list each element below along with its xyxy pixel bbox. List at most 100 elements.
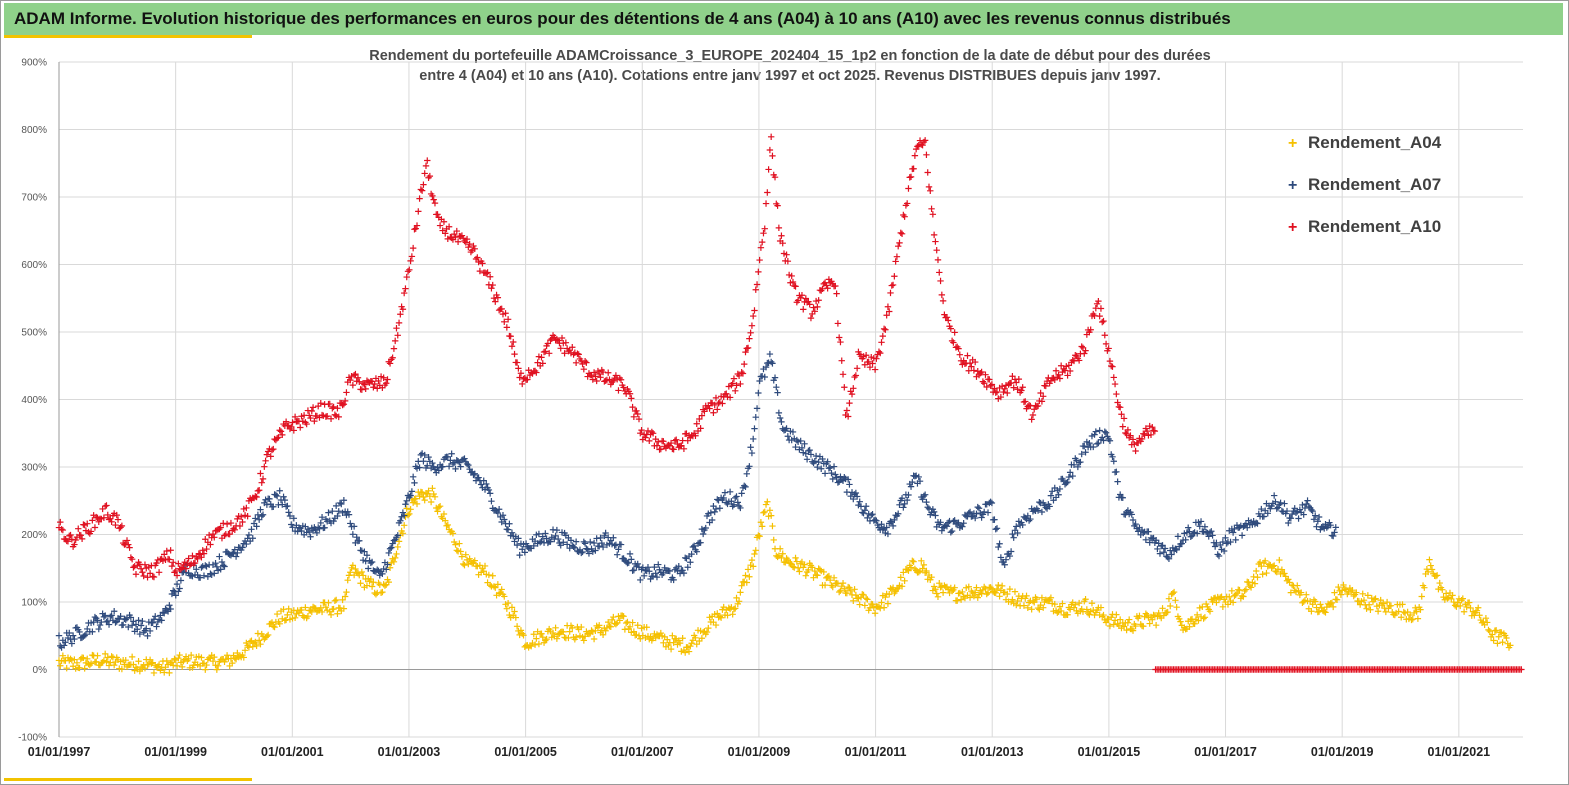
data-point xyxy=(751,425,758,432)
data-point xyxy=(248,526,255,533)
data-point xyxy=(988,499,996,507)
data-point xyxy=(255,637,263,644)
data-point xyxy=(413,500,421,508)
data-point xyxy=(750,312,757,320)
data-point xyxy=(173,572,181,579)
data-point xyxy=(439,463,446,470)
data-point xyxy=(257,640,264,648)
data-point xyxy=(503,324,511,331)
data-point xyxy=(148,660,155,667)
data-point xyxy=(1113,390,1120,398)
data-point xyxy=(852,591,860,599)
data-point xyxy=(198,654,205,661)
data-point xyxy=(1124,426,1132,434)
data-point xyxy=(371,380,378,388)
data-point xyxy=(273,610,281,618)
data-point xyxy=(950,339,957,346)
data-point xyxy=(948,527,956,535)
data-point xyxy=(176,651,183,659)
y-tick-label: 200% xyxy=(21,530,47,541)
data-point xyxy=(690,542,698,550)
data-point xyxy=(1460,608,1468,615)
data-point xyxy=(729,611,736,618)
data-point xyxy=(815,458,822,466)
data-point xyxy=(117,524,124,531)
data-point xyxy=(357,580,364,587)
data-point xyxy=(81,665,88,672)
data-point xyxy=(57,662,64,669)
data-point xyxy=(585,550,593,557)
data-point xyxy=(443,522,450,529)
data-point xyxy=(850,597,857,604)
data-point xyxy=(687,642,694,650)
data-point xyxy=(803,456,811,463)
data-point xyxy=(756,533,763,540)
data-point xyxy=(341,593,349,600)
data-point xyxy=(60,642,68,649)
data-point xyxy=(390,345,398,352)
data-point xyxy=(426,172,434,180)
data-point xyxy=(421,170,428,177)
data-point xyxy=(435,467,443,474)
data-point xyxy=(1099,613,1106,620)
data-point xyxy=(1010,384,1017,391)
data-point xyxy=(883,524,890,531)
data-point xyxy=(730,605,738,613)
data-point xyxy=(1114,399,1121,406)
chart-title-line-1: Rendement du portefeuille ADAMCroissance… xyxy=(369,48,1211,64)
data-point xyxy=(1038,398,1046,405)
data-point xyxy=(1176,615,1183,623)
data-point xyxy=(1028,606,1035,613)
data-point xyxy=(59,526,67,534)
data-point xyxy=(167,547,174,554)
data-point xyxy=(933,590,940,597)
data-point xyxy=(345,511,353,518)
data-point xyxy=(202,666,209,673)
data-point xyxy=(158,617,165,624)
data-point xyxy=(444,453,452,461)
data-point xyxy=(932,512,939,519)
data-point xyxy=(59,652,67,659)
data-point xyxy=(143,625,150,632)
data-point xyxy=(1004,590,1011,598)
data-point xyxy=(838,357,845,364)
data-point xyxy=(891,273,898,280)
data-point xyxy=(1074,463,1082,471)
data-point xyxy=(637,576,644,584)
data-point xyxy=(490,583,498,590)
data-point xyxy=(921,491,929,498)
data-point xyxy=(434,211,441,218)
data-point xyxy=(596,622,603,629)
chart-title: Rendement du portefeuille ADAMCroissance… xyxy=(230,46,1350,86)
data-point xyxy=(107,659,114,666)
data-point xyxy=(721,489,729,496)
data-point xyxy=(212,559,219,567)
data-point xyxy=(308,407,315,415)
data-point xyxy=(172,592,179,599)
data-point xyxy=(90,618,97,626)
data-point xyxy=(465,461,472,469)
data-point xyxy=(1259,571,1266,578)
data-point xyxy=(757,519,765,526)
data-point xyxy=(347,376,354,384)
data-point xyxy=(511,350,518,358)
data-point xyxy=(1108,362,1115,370)
data-point xyxy=(1132,622,1139,630)
data-point xyxy=(993,525,1001,532)
data-point xyxy=(229,659,236,667)
data-point xyxy=(508,529,516,536)
data-point xyxy=(735,372,743,380)
data-point xyxy=(837,338,844,346)
data-point xyxy=(563,541,571,548)
data-point xyxy=(1197,518,1205,525)
data-point xyxy=(615,387,622,394)
data-point xyxy=(1024,604,1032,612)
data-point xyxy=(1495,633,1502,640)
data-point xyxy=(1154,545,1161,553)
data-point xyxy=(801,440,808,448)
data-point xyxy=(966,594,974,601)
data-point xyxy=(1499,639,1506,646)
data-point xyxy=(752,413,759,421)
data-point xyxy=(871,366,879,373)
